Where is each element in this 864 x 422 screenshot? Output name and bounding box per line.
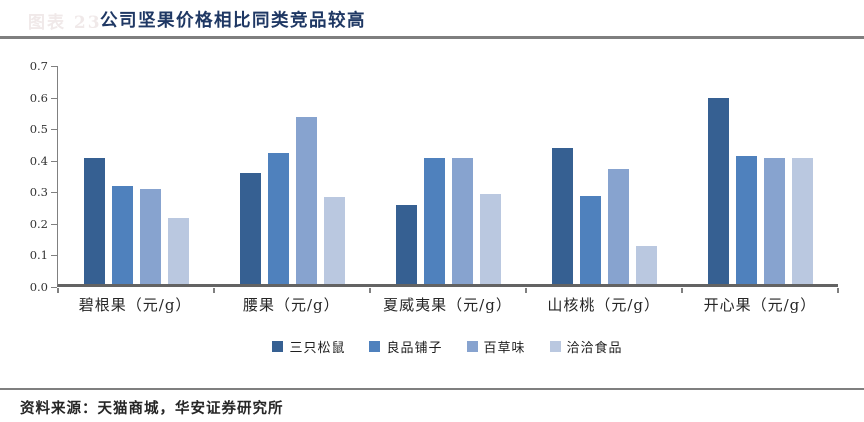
y-tick-mark bbox=[51, 287, 57, 288]
bar bbox=[479, 194, 501, 284]
bar bbox=[395, 205, 417, 284]
legend-label: 洽洽食品 bbox=[566, 341, 623, 356]
y-tick-mark bbox=[51, 192, 57, 194]
legend-swatch-icon bbox=[369, 341, 381, 352]
bar bbox=[735, 156, 757, 284]
legend-swatch-icon bbox=[549, 341, 561, 352]
bar-group bbox=[526, 66, 682, 284]
x-tick-mark bbox=[57, 288, 59, 293]
x-category-label: 碧根果（元/g） bbox=[78, 296, 192, 314]
x-tick-mark bbox=[681, 288, 683, 293]
legend-label: 百草味 bbox=[483, 341, 526, 356]
bar-group bbox=[214, 66, 370, 284]
bar bbox=[551, 148, 573, 284]
bar bbox=[607, 169, 629, 284]
x-tick-mark bbox=[369, 288, 371, 293]
legend-swatch-icon bbox=[272, 341, 284, 352]
y-tick-label: 0.0 bbox=[29, 280, 48, 294]
bar-group bbox=[58, 66, 214, 284]
bar bbox=[83, 158, 105, 284]
bar bbox=[323, 197, 345, 284]
bar bbox=[707, 98, 729, 284]
y-tick-mark bbox=[51, 97, 57, 99]
y-tick-mark bbox=[51, 255, 57, 257]
bar bbox=[139, 189, 161, 284]
y-tick-mark bbox=[51, 129, 57, 131]
legend-item: 百草味 bbox=[466, 337, 526, 356]
x-tick-mark bbox=[213, 288, 215, 293]
legend-item: 洽洽食品 bbox=[549, 337, 623, 356]
x-tick-mark bbox=[525, 288, 527, 293]
bar bbox=[635, 246, 657, 284]
x-axis-labels: 碧根果（元/g） 腰果（元/g） 夏威夷果（元/g） 山核桃（元/g） 开心果（元/g） bbox=[57, 294, 838, 315]
chart-title: 公司坚果价格相比同类竞品较高 bbox=[100, 11, 366, 31]
y-tick-label: 0.1 bbox=[29, 248, 48, 263]
source-note: 资料来源：天猫商城，华安证券研究所 bbox=[20, 400, 284, 417]
y-tick-label: 0.4 bbox=[29, 153, 48, 168]
y-tick-label: 0.6 bbox=[29, 90, 48, 105]
bar bbox=[423, 158, 445, 284]
legend-label: 三只松鼠 bbox=[289, 341, 346, 356]
y-tick-mark bbox=[51, 160, 57, 162]
footer-divider bbox=[0, 388, 864, 390]
legend-swatch-icon bbox=[466, 341, 478, 352]
legend: 三只松鼠 良品铺子 百草味 洽洽食品 bbox=[57, 337, 838, 356]
legend-item: 良品铺子 bbox=[369, 337, 442, 356]
bar bbox=[451, 158, 473, 284]
plot-area: 0.7 0.6 0.5 0.4 0.3 0.2 0.1 0.0 bbox=[30, 59, 839, 294]
x-category-label: 腰果（元/g） bbox=[242, 296, 340, 314]
bar-groups bbox=[58, 66, 838, 284]
y-tick-label: 0.5 bbox=[29, 122, 48, 137]
bar bbox=[791, 158, 813, 284]
bar bbox=[579, 196, 601, 284]
y-tick-label: 0.7 bbox=[29, 59, 48, 73]
y-tick-label: 0.2 bbox=[29, 216, 48, 231]
bar-group bbox=[370, 66, 526, 284]
x-category-label: 山核桃（元/g） bbox=[547, 296, 661, 314]
x-category-label: 夏威夷果（元/g） bbox=[383, 296, 512, 314]
bar bbox=[763, 158, 785, 284]
legend-label: 良品铺子 bbox=[386, 341, 443, 356]
bar bbox=[111, 186, 133, 284]
y-tick-label: 0.3 bbox=[29, 185, 48, 200]
legend-item: 三只松鼠 bbox=[272, 337, 345, 356]
title-divider bbox=[0, 36, 864, 39]
x-tick-mark bbox=[837, 288, 839, 293]
x-category-label: 开心果（元/g） bbox=[703, 296, 817, 314]
bar bbox=[267, 153, 289, 284]
bar bbox=[167, 218, 189, 284]
figure-number-ghost: 图表 23 bbox=[28, 13, 102, 33]
y-tick-mark bbox=[51, 66, 57, 67]
y-tick-mark bbox=[51, 223, 57, 225]
bar-group bbox=[682, 66, 838, 284]
bar bbox=[239, 173, 261, 284]
bar bbox=[295, 117, 317, 284]
